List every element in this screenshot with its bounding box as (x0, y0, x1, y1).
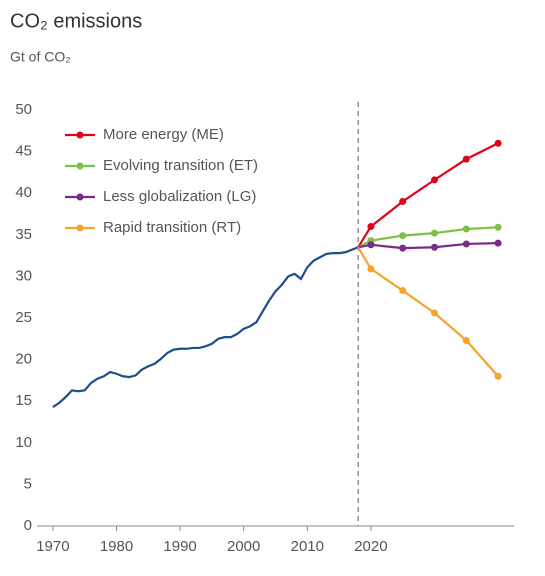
point (494, 239, 502, 247)
point (462, 155, 470, 163)
x-tick-label: 1990 (163, 538, 196, 555)
legend-label: Evolving transition (ET) (103, 157, 258, 174)
series-line (357, 246, 499, 377)
point (431, 309, 438, 317)
point (399, 287, 407, 295)
series-line (357, 142, 499, 248)
point (431, 243, 438, 251)
point (462, 336, 470, 344)
y-tick-label: 20 (15, 351, 32, 368)
legend-label: Less globalization (LG) (103, 188, 256, 205)
legend-label: Rapid transition (RT) (103, 219, 241, 236)
legend-marker (76, 224, 84, 232)
y-tick-label: 15 (15, 392, 32, 409)
series-line (357, 242, 499, 250)
y-tick-label: 30 (15, 267, 32, 284)
point (494, 139, 502, 147)
point (494, 223, 502, 231)
y-tick-label: 0 (24, 517, 32, 534)
x-tick-label: 2010 (291, 538, 324, 555)
point (462, 225, 470, 233)
y-tick-label: 35 (15, 226, 32, 243)
y-tick-label: 10 (15, 434, 32, 451)
chart-title: CO₂ emissions (10, 10, 142, 32)
x-tick-label: 1970 (36, 538, 69, 555)
x-tick-label: 2000 (227, 538, 260, 555)
legend-marker (76, 131, 84, 139)
point (367, 222, 375, 230)
legend-marker (76, 162, 84, 170)
point (494, 372, 502, 380)
legend-label: More energy (ME) (103, 126, 224, 143)
series-line (52, 246, 359, 408)
y-tick-label: 45 (15, 143, 32, 160)
x-tick-label: 1980 (100, 538, 133, 555)
point (431, 176, 438, 184)
chart-subtitle: Gt of CO₂ (10, 49, 71, 65)
legend-marker (76, 193, 84, 201)
y-tick-label: 25 (15, 309, 32, 326)
point (399, 244, 407, 252)
point (367, 265, 375, 273)
point (399, 232, 407, 240)
x-tick-label: 2020 (354, 538, 387, 555)
y-tick-label: 50 (15, 101, 32, 118)
y-tick-label: 5 (24, 475, 32, 492)
point (399, 198, 407, 206)
point (367, 241, 375, 249)
point (431, 229, 438, 237)
y-tick-label: 40 (15, 184, 32, 201)
point (462, 240, 470, 248)
